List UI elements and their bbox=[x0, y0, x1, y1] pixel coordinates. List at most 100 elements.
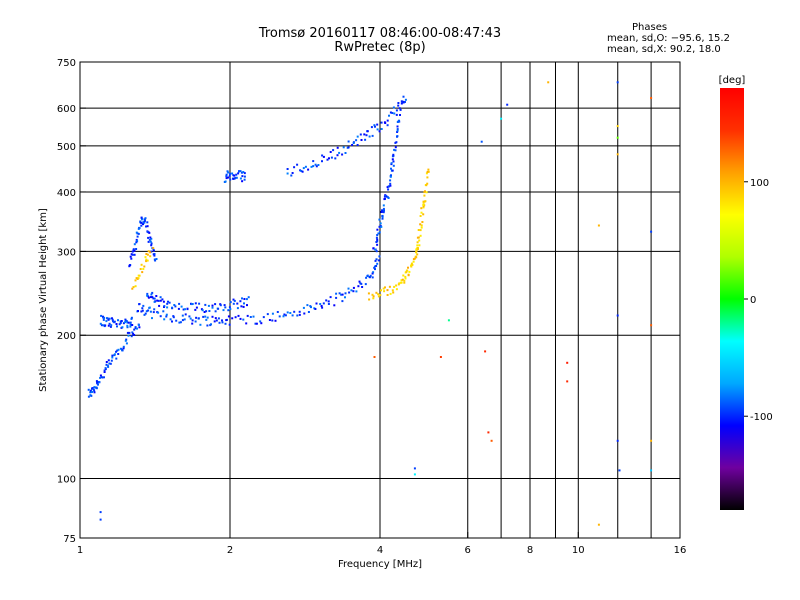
data-point-o-mode bbox=[181, 314, 184, 317]
data-point-x-mode bbox=[404, 277, 407, 280]
data-point-o-mode bbox=[124, 321, 127, 324]
data-point-o-mode bbox=[374, 259, 377, 262]
data-point-x-mode bbox=[146, 259, 149, 262]
data-point-o-mode bbox=[109, 325, 112, 328]
data-point-o-mode bbox=[226, 170, 229, 173]
data-point-o-mode bbox=[225, 319, 228, 322]
data-point-o-mode bbox=[102, 318, 105, 321]
data-point-x-mode bbox=[407, 266, 409, 269]
data-point-o-mode bbox=[159, 299, 162, 302]
data-point-x-mode bbox=[398, 282, 401, 285]
data-point-x-mode bbox=[145, 253, 148, 255]
data-point-o-mode bbox=[140, 216, 143, 219]
data-point-o-mode bbox=[147, 309, 150, 312]
data-point-o-mode bbox=[89, 391, 92, 394]
data-point-o-mode bbox=[291, 172, 294, 174]
data-point-x-mode bbox=[403, 279, 406, 282]
data-point-o-mode bbox=[391, 158, 394, 161]
data-point-o-mode bbox=[107, 365, 110, 368]
data-point-o-mode bbox=[195, 316, 198, 319]
data-point-x-mode bbox=[375, 291, 378, 294]
data-point-o-mode bbox=[376, 228, 379, 231]
data-point-x-mode bbox=[419, 234, 422, 237]
data-point-o-mode bbox=[341, 293, 344, 296]
data-point-o-mode bbox=[93, 386, 96, 389]
data-point-o-mode bbox=[271, 312, 274, 315]
data-point-o-mode bbox=[119, 347, 122, 350]
data-point-scattered bbox=[650, 469, 653, 472]
data-point-o-mode bbox=[148, 238, 151, 241]
data-point-o-mode bbox=[351, 144, 354, 146]
data-point-scattered bbox=[373, 356, 376, 358]
data-point-o-mode bbox=[208, 310, 211, 312]
colorbar-scale bbox=[720, 88, 744, 510]
phases-title: Phases bbox=[632, 22, 668, 33]
data-point-o-mode bbox=[148, 231, 151, 234]
data-point-o-mode bbox=[128, 331, 131, 334]
data-point-o-mode bbox=[242, 318, 245, 321]
data-point-o-mode bbox=[402, 95, 405, 98]
data-point-o-mode bbox=[125, 338, 128, 341]
data-point-o-mode bbox=[355, 139, 358, 142]
data-point-o-mode bbox=[91, 391, 93, 393]
data-point-o-mode bbox=[163, 318, 166, 321]
data-point-o-mode bbox=[172, 316, 175, 319]
data-point-o-mode bbox=[107, 318, 110, 321]
x-tick-label: 4 bbox=[377, 545, 383, 556]
data-point-o-mode bbox=[314, 163, 317, 166]
data-point-o-mode bbox=[380, 225, 383, 228]
data-point-o-mode bbox=[136, 240, 139, 243]
data-point-o-mode bbox=[159, 315, 162, 318]
data-point-o-mode bbox=[87, 395, 90, 398]
data-point-scattered bbox=[616, 314, 619, 317]
data-point-o-mode bbox=[135, 248, 138, 250]
data-point-o-mode bbox=[382, 204, 385, 207]
data-point-o-mode bbox=[116, 349, 119, 352]
data-point-o-mode bbox=[401, 101, 404, 104]
data-point-o-mode bbox=[271, 319, 274, 322]
data-point-o-mode bbox=[229, 178, 232, 181]
data-point-o-mode bbox=[117, 319, 119, 322]
data-point-x-mode bbox=[416, 247, 419, 249]
y-axis: 75 100 200 300 400 500 600 750 bbox=[57, 58, 86, 545]
data-point-o-mode bbox=[307, 168, 310, 171]
data-point-x-mode bbox=[139, 268, 142, 270]
data-point-o-mode bbox=[375, 265, 378, 267]
data-point-o-mode bbox=[389, 184, 392, 187]
data-point-o-mode bbox=[135, 231, 138, 234]
data-point-o-mode bbox=[158, 304, 161, 307]
data-point-scattered bbox=[99, 511, 102, 514]
data-point-o-mode bbox=[116, 325, 118, 328]
data-point-o-mode bbox=[138, 324, 140, 327]
data-point-o-mode bbox=[131, 253, 134, 256]
data-point-o-mode bbox=[231, 172, 234, 175]
data-point-o-mode bbox=[112, 320, 114, 323]
data-point-scattered bbox=[566, 380, 569, 383]
data-point-o-mode bbox=[299, 169, 302, 172]
data-point-o-mode bbox=[378, 130, 381, 133]
data-point-o-mode bbox=[142, 222, 145, 225]
data-point-x-mode bbox=[422, 206, 425, 209]
data-point-o-mode bbox=[135, 241, 138, 244]
data-point-o-mode bbox=[396, 129, 399, 132]
data-point-o-mode bbox=[182, 308, 185, 311]
data-point-o-mode bbox=[152, 297, 155, 300]
data-point-o-mode bbox=[172, 315, 175, 318]
y-tick-label: 400 bbox=[57, 188, 76, 199]
data-point-o-mode bbox=[268, 319, 271, 321]
data-point-x-mode bbox=[423, 194, 426, 197]
data-point-o-mode bbox=[336, 146, 339, 149]
data-point-o-mode bbox=[227, 309, 230, 312]
data-point-o-mode bbox=[291, 314, 294, 317]
data-point-o-mode bbox=[388, 114, 390, 117]
data-point-o-mode bbox=[91, 387, 93, 390]
data-point-o-mode bbox=[373, 124, 376, 127]
data-point-o-mode bbox=[103, 369, 106, 372]
data-point-o-mode bbox=[218, 321, 221, 324]
data-point-x-mode bbox=[415, 256, 418, 259]
data-point-o-mode bbox=[163, 305, 166, 308]
data-point-o-mode bbox=[219, 304, 222, 307]
data-point-o-mode bbox=[325, 299, 328, 302]
data-point-o-mode bbox=[375, 258, 378, 261]
data-point-o-mode bbox=[379, 222, 382, 225]
